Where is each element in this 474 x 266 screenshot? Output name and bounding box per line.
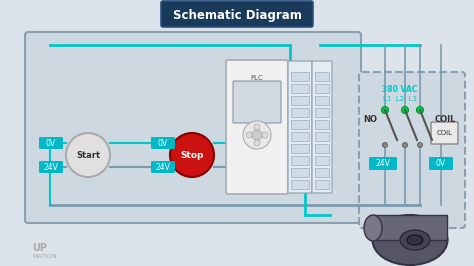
Text: Stop: Stop — [180, 151, 204, 160]
Circle shape — [382, 106, 389, 114]
Text: Start: Start — [76, 151, 100, 160]
Bar — [315, 120, 329, 129]
Bar — [291, 96, 309, 105]
FancyBboxPatch shape — [25, 32, 361, 223]
Circle shape — [262, 132, 268, 138]
Ellipse shape — [364, 215, 382, 241]
Text: COIL: COIL — [437, 130, 453, 136]
Circle shape — [246, 132, 252, 138]
FancyBboxPatch shape — [429, 157, 453, 170]
Circle shape — [417, 106, 423, 114]
FancyBboxPatch shape — [359, 72, 465, 228]
Bar — [315, 132, 329, 141]
Bar — [373, 215, 447, 240]
FancyBboxPatch shape — [226, 60, 288, 194]
Text: MATION: MATION — [32, 253, 56, 259]
FancyBboxPatch shape — [151, 161, 175, 173]
Bar — [291, 132, 309, 141]
Circle shape — [402, 143, 408, 148]
Circle shape — [254, 124, 260, 130]
Bar — [291, 168, 309, 177]
Circle shape — [383, 143, 388, 148]
FancyBboxPatch shape — [312, 61, 332, 193]
Bar — [315, 84, 329, 93]
FancyBboxPatch shape — [288, 61, 312, 193]
Text: 0V: 0V — [158, 139, 168, 148]
Circle shape — [170, 133, 214, 177]
Text: PLC: PLC — [251, 75, 264, 81]
Bar — [291, 156, 309, 165]
Bar — [291, 180, 309, 189]
Circle shape — [254, 140, 260, 146]
Text: UP: UP — [32, 243, 47, 253]
Text: 24V: 24V — [375, 159, 391, 168]
FancyBboxPatch shape — [161, 1, 313, 27]
FancyBboxPatch shape — [39, 137, 63, 149]
Bar — [291, 120, 309, 129]
Text: 380 VAC: 380 VAC — [383, 85, 418, 94]
FancyBboxPatch shape — [431, 122, 458, 144]
Ellipse shape — [373, 215, 447, 265]
FancyBboxPatch shape — [369, 157, 397, 170]
Bar — [315, 72, 329, 81]
Bar — [315, 144, 329, 153]
Text: NO: NO — [363, 115, 377, 124]
Text: 0V: 0V — [436, 159, 446, 168]
Bar — [315, 180, 329, 189]
Text: 24V: 24V — [44, 163, 58, 172]
Circle shape — [252, 130, 262, 140]
FancyBboxPatch shape — [39, 161, 63, 173]
Ellipse shape — [407, 235, 423, 245]
Circle shape — [418, 143, 422, 148]
Text: L1  L2  L3: L1 L2 L3 — [383, 96, 417, 102]
Bar — [291, 84, 309, 93]
Text: Schematic Diagram: Schematic Diagram — [173, 9, 301, 22]
Ellipse shape — [400, 230, 430, 250]
Bar — [291, 144, 309, 153]
Bar — [291, 108, 309, 117]
Bar — [315, 96, 329, 105]
Bar — [315, 108, 329, 117]
Circle shape — [243, 121, 271, 149]
Text: 0V: 0V — [46, 139, 56, 148]
Text: COIL: COIL — [434, 115, 456, 124]
Text: 24V: 24V — [155, 163, 171, 172]
Bar — [315, 168, 329, 177]
Circle shape — [401, 106, 409, 114]
Bar — [315, 156, 329, 165]
FancyBboxPatch shape — [233, 81, 281, 123]
Circle shape — [66, 133, 110, 177]
Bar — [291, 72, 309, 81]
FancyBboxPatch shape — [151, 137, 175, 149]
